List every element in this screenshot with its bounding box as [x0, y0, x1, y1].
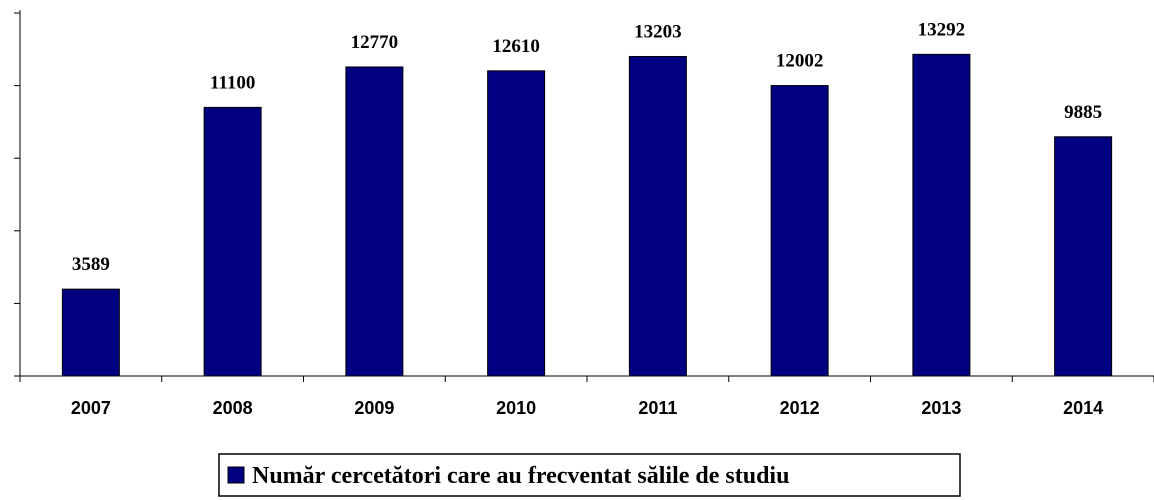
x-tick-label: 2011: [638, 398, 677, 418]
bar: [628, 55, 687, 377]
x-tick-label: 2013: [921, 398, 961, 418]
bar: [61, 288, 120, 377]
value-label: 11100: [210, 72, 255, 93]
bar: [487, 70, 546, 377]
bar: [912, 53, 971, 377]
x-tick-label: 2014: [1063, 398, 1103, 418]
legend-label: Număr cercetători care au frecventat săl…: [252, 463, 789, 489]
legend-swatch: [227, 466, 245, 484]
value-label: 12770: [351, 32, 399, 53]
value-label: 12610: [492, 36, 540, 57]
bar: [1054, 136, 1113, 377]
x-tick-label: 2007: [71, 398, 111, 418]
x-tick-label: 2008: [213, 398, 253, 418]
x-tick-label: 2012: [780, 398, 820, 418]
value-label: 3589: [72, 254, 110, 275]
bar: [345, 66, 404, 377]
x-tick-label: 2010: [496, 398, 536, 418]
bar: [203, 106, 262, 377]
value-label: 13292: [918, 19, 966, 40]
bar: [770, 85, 829, 377]
value-label: 9885: [1064, 102, 1102, 123]
x-tick-label: 2009: [354, 398, 394, 418]
value-label: 12002: [776, 51, 824, 72]
legend-box: [218, 453, 961, 497]
value-label: 13203: [634, 21, 682, 42]
